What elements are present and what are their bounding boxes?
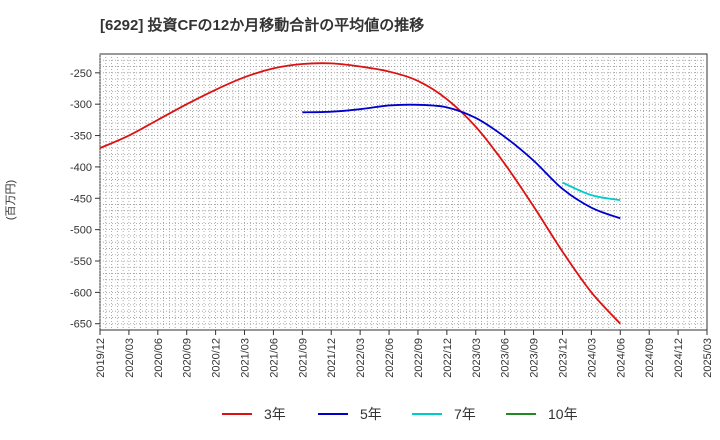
x-tick-label: 2022/03: [355, 338, 367, 378]
legend-label: 3年: [264, 406, 286, 422]
y-tick-label: -400: [70, 162, 92, 174]
x-tick-label: 2024/03: [586, 338, 598, 378]
legend: 3年 5年 7年 10年: [222, 406, 578, 422]
x-tick-label: 2022/09: [413, 338, 425, 378]
x-tick-label: 2024/09: [644, 338, 656, 378]
series-line-2: [302, 103, 621, 220]
x-tick-label: 2019/12: [95, 338, 107, 378]
x-tick-label: 2024/12: [673, 338, 685, 378]
x-tick-label: 2020/03: [124, 338, 136, 378]
y-tick-label: -550: [70, 256, 92, 268]
y-tick-label: -500: [70, 225, 92, 237]
y-tick-label: -600: [70, 287, 92, 299]
legend-label: 10年: [548, 406, 578, 422]
y-tick-label: -650: [70, 319, 92, 331]
legend-label: 5年: [360, 406, 382, 422]
x-tick-label: 2021/03: [240, 338, 252, 378]
grid: [99, 54, 707, 330]
x-tick-label: 2021/12: [326, 338, 338, 378]
chart-title: [6292] 投資CFの12か月移動合計の平均値の推移: [100, 16, 424, 34]
series-line-1: [99, 62, 621, 325]
x-tick-label: 2023/06: [500, 338, 512, 378]
series-line-3: [562, 181, 621, 202]
x-tick-label: 2025/03: [702, 338, 714, 378]
y-tick-label: -350: [70, 131, 92, 143]
y-ticks: -250 -300 -350 -400 -450 -500 -550 -600 -650: [70, 68, 100, 331]
y-tick-label: -450: [70, 193, 92, 205]
x-tick-label: 2024/06: [615, 338, 627, 378]
x-tick-label: 2020/12: [211, 338, 223, 378]
legend-label: 7年: [454, 406, 476, 422]
series-lines: [99, 62, 621, 325]
x-tick-label: 2023/09: [529, 338, 541, 378]
x-tick-label: 2023/03: [471, 338, 483, 378]
x-tick-label: 2021/09: [297, 338, 309, 378]
x-tick-label: 2022/12: [442, 338, 454, 378]
x-tick-label: 2021/06: [268, 338, 280, 378]
y-axis-label: (百万円): [5, 180, 17, 220]
x-tick-label: 2020/09: [182, 338, 194, 378]
y-tick-label: -300: [70, 99, 92, 111]
x-tick-label: 2023/12: [557, 338, 569, 378]
y-tick-label: -250: [70, 68, 92, 80]
x-tick-label: 2022/06: [384, 338, 396, 378]
x-tick-label: 2020/06: [153, 338, 165, 378]
x-ticks: 2019/12 2020/03 2020/06 2020/09 2020/12 2021/…: [95, 330, 714, 378]
